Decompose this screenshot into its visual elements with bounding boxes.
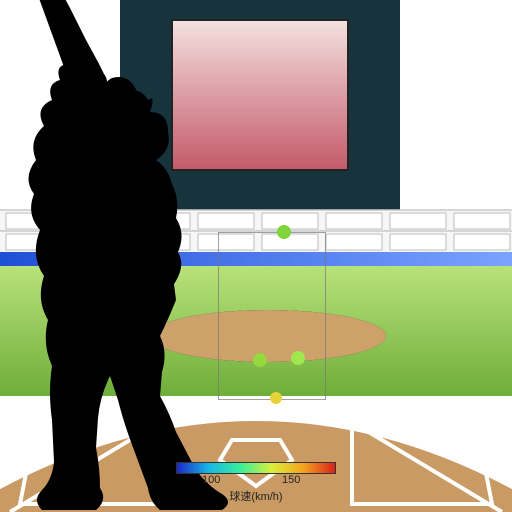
legend-tick: 100 — [202, 474, 220, 486]
speed-legend: 100 150 球速(km/h) — [176, 462, 336, 504]
legend-axis-label: 球速(km/h) — [176, 488, 336, 504]
pitch-marker — [277, 225, 291, 239]
pitch-marker — [291, 351, 305, 365]
legend-tick: 150 — [282, 474, 300, 486]
legend-colorbar — [176, 462, 336, 474]
pitch-layer — [0, 0, 512, 512]
pitch-marker — [270, 392, 282, 404]
pitch-marker — [253, 353, 267, 367]
legend-ticks: 100 150 — [176, 474, 336, 488]
